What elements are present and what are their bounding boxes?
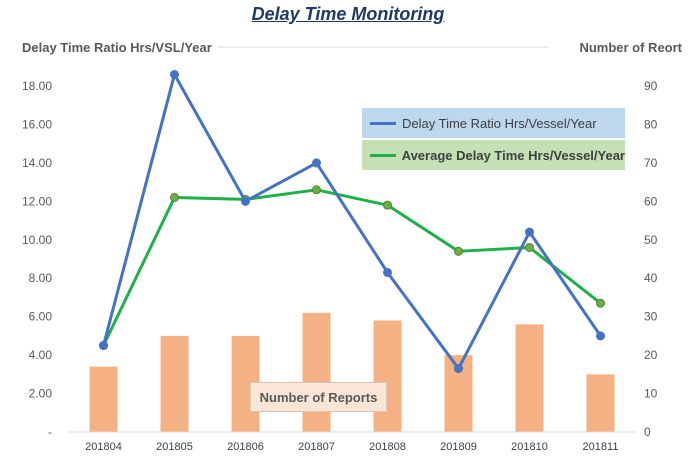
report-count-bar	[586, 374, 615, 432]
left-axis-ticks: - 2.00 4.00 6.00 8.00 10.00 12.00 14.00 16.00 18.…	[22, 79, 52, 439]
report-count-bar	[160, 335, 189, 432]
average-delay-point	[383, 200, 392, 210]
delay-ratio-point	[170, 69, 179, 79]
right-tick-label: 90	[644, 79, 658, 93]
left-tick-label: 12.00	[22, 194, 52, 208]
x-tick-label: 201807	[298, 441, 335, 453]
legend-average-delay: Average Delay Time Hrs/Vessel/Year	[362, 140, 625, 170]
report-count-bar	[302, 312, 331, 432]
legend-delay-ratio-swatch	[370, 121, 396, 125]
legend-delay-ratio-label: Delay Time Ratio Hrs/Vessel/Year	[402, 115, 597, 131]
x-axis-ticks: 201804 201805 201806 201807 201808 201809 2018…	[85, 441, 618, 453]
bar-series-label: Number of Reports	[250, 382, 387, 412]
right-tick-label: 70	[644, 156, 658, 170]
report-count-bar	[515, 324, 544, 432]
average-delay-point	[454, 246, 463, 256]
average-delay-point	[596, 298, 605, 308]
chart-title: Delay Time Monitoring	[251, 4, 445, 24]
average-delay-line	[102, 188, 602, 347]
left-tick-label: 18.00	[22, 79, 52, 93]
average-delay-point	[525, 242, 534, 252]
left-tick-label: 16.00	[22, 117, 52, 131]
left-tick-label: 14.00	[22, 156, 52, 170]
left-tick-label: 4.00	[29, 348, 53, 362]
delay-ratio-point	[454, 364, 463, 374]
report-count-bar	[373, 320, 402, 432]
bar-series	[89, 312, 615, 432]
legend-average-delay-swatch	[370, 153, 396, 157]
right-tick-label: 0	[644, 425, 651, 439]
x-tick-label: 201809	[440, 441, 477, 453]
left-tick-label: 2.00	[29, 387, 53, 401]
x-tick-label: 201806	[227, 441, 264, 453]
left-tick-label: 8.00	[29, 271, 53, 285]
left-tick-label: 6.00	[29, 310, 53, 324]
report-count-bar	[89, 366, 118, 432]
right-tick-label: 50	[644, 233, 658, 247]
delay-ratio-point	[312, 158, 321, 168]
right-tick-label: 80	[644, 117, 658, 131]
right-axis-ticks: 0 10 20 30 40 50 60 70 80 90	[644, 79, 658, 439]
x-tick-label: 201804	[85, 441, 122, 453]
delay-ratio-point	[383, 267, 392, 277]
delay-ratio-point	[99, 341, 108, 350]
right-tick-label: 20	[644, 348, 658, 362]
delay-ratio-point	[241, 196, 250, 206]
right-tick-label: 30	[644, 310, 658, 324]
legend-average-delay-label: Average Delay Time Hrs/Vessel/Year	[401, 147, 625, 163]
average-delay-point	[170, 192, 179, 202]
left-tick-label: -	[48, 425, 52, 439]
right-axis-title: Number of Reort	[579, 40, 682, 55]
right-tick-label: 10	[644, 387, 658, 401]
delay-ratio-point	[596, 331, 605, 341]
left-axis-title: Delay Time Ratio Hrs/VSL/Year	[22, 40, 212, 55]
legend-delay-ratio: Delay Time Ratio Hrs/Vessel/Year	[362, 108, 625, 138]
delay-ratio-point	[525, 227, 534, 237]
x-tick-label: 201805	[156, 441, 193, 453]
x-tick-label: 201810	[511, 441, 548, 453]
line-series	[99, 69, 605, 374]
right-tick-label: 60	[644, 194, 658, 208]
x-tick-label: 201811	[583, 441, 619, 453]
average-delay-point	[312, 185, 321, 195]
x-tick-label: 201808	[369, 441, 406, 453]
right-tick-label: 40	[644, 271, 658, 285]
delay-ratio-line	[102, 72, 602, 371]
left-tick-label: 10.00	[22, 233, 52, 247]
